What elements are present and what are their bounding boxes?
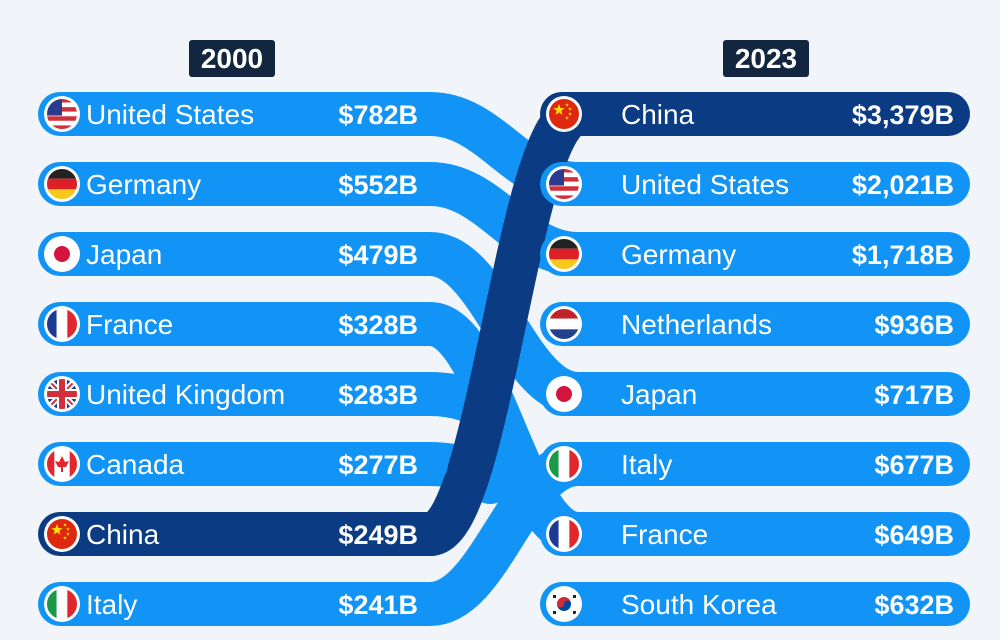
bar-2023-south-korea: South Korea $632B bbox=[540, 582, 970, 626]
bar-2000-france: France $328B bbox=[38, 302, 448, 346]
pill-2023-china bbox=[540, 92, 970, 136]
bar-2023-france: France $649B bbox=[540, 512, 970, 556]
flag-it-icon bbox=[46, 588, 78, 620]
value-label: $3,379B bbox=[852, 100, 954, 130]
flag-nl-icon bbox=[548, 308, 580, 340]
bar-2000-japan: Japan $479B bbox=[38, 232, 448, 276]
country-label: United States bbox=[621, 169, 789, 200]
country-label: Germany bbox=[621, 239, 736, 270]
bar-2023-japan: Japan $717B bbox=[540, 372, 970, 416]
pill-2023-united-states bbox=[540, 162, 970, 206]
country-label: United States bbox=[86, 99, 254, 130]
pill-2000-japan bbox=[38, 232, 448, 276]
pill-2000-italy bbox=[38, 582, 448, 626]
bar-2023-united-states: United States $2,021B bbox=[540, 162, 970, 206]
pills-2023: China $3,379B United States $2,021B Germany $… bbox=[540, 92, 970, 626]
pill-2023-france bbox=[540, 512, 970, 556]
value-label: $241B bbox=[338, 590, 418, 620]
country-label: Italy bbox=[86, 589, 137, 620]
value-label: $677B bbox=[874, 450, 954, 480]
year-badge-left: 2000 bbox=[189, 40, 275, 77]
value-label: $249B bbox=[338, 520, 418, 550]
flag-us-icon bbox=[548, 168, 580, 200]
country-label: Netherlands bbox=[621, 309, 772, 340]
bar-2023-china: China $3,379B bbox=[540, 92, 970, 136]
pill-2023-germany bbox=[540, 232, 970, 276]
pill-2000-france bbox=[38, 302, 448, 346]
bar-2000-canada: Canada $277B bbox=[38, 442, 448, 486]
country-label: France bbox=[86, 309, 173, 340]
pill-2000-germany bbox=[38, 162, 448, 206]
pill-2000-canada bbox=[38, 442, 448, 486]
year-label-right: 2023 bbox=[735, 43, 797, 74]
flag-fr-icon bbox=[548, 518, 580, 550]
value-label: $717B bbox=[874, 380, 954, 410]
pill-2023-netherlands bbox=[540, 302, 970, 346]
bar-2000-china: China $249B bbox=[38, 512, 448, 556]
country-label: Canada bbox=[86, 449, 185, 480]
value-label: $649B bbox=[874, 520, 954, 550]
value-label: $632B bbox=[874, 590, 954, 620]
pill-2000-china bbox=[38, 512, 448, 556]
value-label: $552B bbox=[338, 170, 418, 200]
bar-2023-germany: Germany $1,718B bbox=[540, 232, 970, 276]
pill-2023-italy bbox=[540, 442, 970, 486]
year-label-left: 2000 bbox=[201, 43, 263, 74]
value-label: $936B bbox=[874, 310, 954, 340]
bar-2023-netherlands: Netherlands $936B bbox=[540, 302, 970, 346]
country-label: France bbox=[621, 519, 708, 550]
bar-2000-united-states: United States $782B bbox=[38, 92, 448, 136]
pill-2000-united-states bbox=[38, 92, 448, 136]
pills-2000: United States $782B Germany $552B Japan $479B… bbox=[38, 92, 448, 626]
value-label: $328B bbox=[338, 310, 418, 340]
pill-2023-south-korea bbox=[540, 582, 970, 626]
value-label: $782B bbox=[338, 100, 418, 130]
flag-de-icon bbox=[46, 168, 78, 200]
country-label: China bbox=[621, 99, 695, 130]
value-label: $1,718B bbox=[852, 240, 954, 270]
flag-it-icon bbox=[548, 448, 580, 480]
bar-2000-italy: Italy $241B bbox=[38, 582, 448, 626]
country-label: South Korea bbox=[621, 589, 777, 620]
pill-2023-japan bbox=[540, 372, 970, 416]
country-label: Italy bbox=[621, 449, 672, 480]
value-label: $277B bbox=[338, 450, 418, 480]
bar-2023-italy: Italy $677B bbox=[540, 442, 970, 486]
flag-fr-icon bbox=[46, 308, 78, 340]
value-label: $2,021B bbox=[852, 170, 954, 200]
value-label: $283B bbox=[338, 380, 418, 410]
country-label: Japan bbox=[86, 239, 162, 270]
country-label: Japan bbox=[621, 379, 697, 410]
year-badge-right: 2023 bbox=[723, 40, 809, 77]
pill-2000-united-kingdom bbox=[38, 372, 448, 416]
country-label: China bbox=[86, 519, 160, 550]
country-label: United Kingdom bbox=[86, 379, 285, 410]
value-label: $479B bbox=[338, 240, 418, 270]
country-label: Germany bbox=[86, 169, 201, 200]
flag-de-icon bbox=[548, 238, 580, 270]
bar-2000-germany: Germany $552B bbox=[38, 162, 448, 206]
bar-2000-united-kingdom: United Kingdom $283B bbox=[38, 372, 448, 416]
